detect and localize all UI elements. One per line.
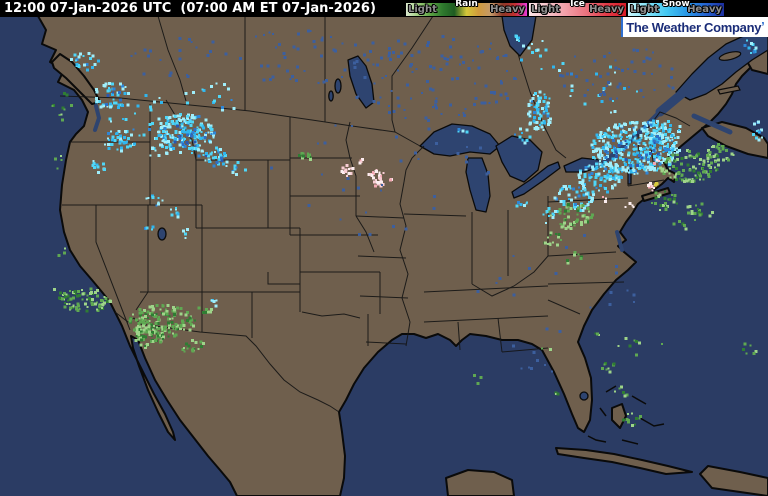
- rain-legend-bar: Rain Light Heavy: [406, 0, 527, 16]
- bay-of-fundy: [691, 113, 733, 135]
- snow-heavy-label: Heavy: [687, 4, 722, 15]
- ice-legend-bar: Ice Light Heavy: [529, 0, 626, 16]
- weather-company-logo: The Weather Company’: [621, 17, 768, 37]
- puget-sound: [93, 104, 102, 132]
- anticosti-island: [718, 51, 742, 61]
- lakes-and-bays: [157, 15, 768, 401]
- timestamp-text: 12:00 07-Jan-2026 UTC (07:00 AM ET 07-Ja…: [4, 1, 376, 16]
- st-lawrence-mouth: [655, 87, 689, 117]
- radar-precipitation-layer: [51, 29, 763, 427]
- landmass: [37, 15, 768, 496]
- top-status-bar: 12:00 07-Jan-2026 UTC (07:00 AM ET 07-Ja…: [0, 0, 768, 17]
- ice-heavy-label: Heavy: [589, 4, 624, 15]
- snow-legend-bar: Snow Light Heavy: [628, 0, 724, 16]
- lake-huron: [495, 135, 543, 183]
- precip-legend: Rain Light Heavy Ice Light Heavy Snow Li…: [0, 0, 768, 17]
- bahamas-and-keys: [587, 385, 665, 445]
- great-salt-lake: [157, 227, 167, 241]
- rain-heavy-label: Heavy: [490, 4, 525, 15]
- gulf-of-st-lawrence: [675, 29, 768, 101]
- lake-okeechobee: [579, 391, 589, 401]
- andros-island: [611, 403, 627, 429]
- hispaniola: [699, 465, 768, 496]
- weather-company-logo-text: The Weather Company: [626, 19, 762, 35]
- chesapeake-bay: [615, 230, 624, 252]
- prince-edward-island: [717, 85, 741, 95]
- lake-manitoba: [334, 78, 342, 94]
- cuba: [555, 447, 693, 475]
- florida-keys: [587, 435, 607, 443]
- long-island: [641, 187, 671, 202]
- lake-erie: [511, 161, 561, 199]
- ice-light-label: Light: [531, 4, 560, 15]
- yucatan: [445, 469, 515, 496]
- mainland: [37, 15, 768, 496]
- rain-legend-title: Rain: [455, 0, 478, 9]
- lake-winnipegosis: [328, 90, 334, 102]
- nova-scotia: [701, 121, 768, 159]
- logo-spark-mark: ’: [761, 19, 765, 34]
- snow-legend-title: Snow: [662, 0, 690, 9]
- rain-light-label: Light: [408, 4, 437, 15]
- ice-legend-title: Ice: [570, 0, 585, 9]
- snow-light-label: Light: [630, 4, 659, 15]
- lake-michigan: [465, 157, 491, 213]
- gulf-islands: [717, 51, 742, 95]
